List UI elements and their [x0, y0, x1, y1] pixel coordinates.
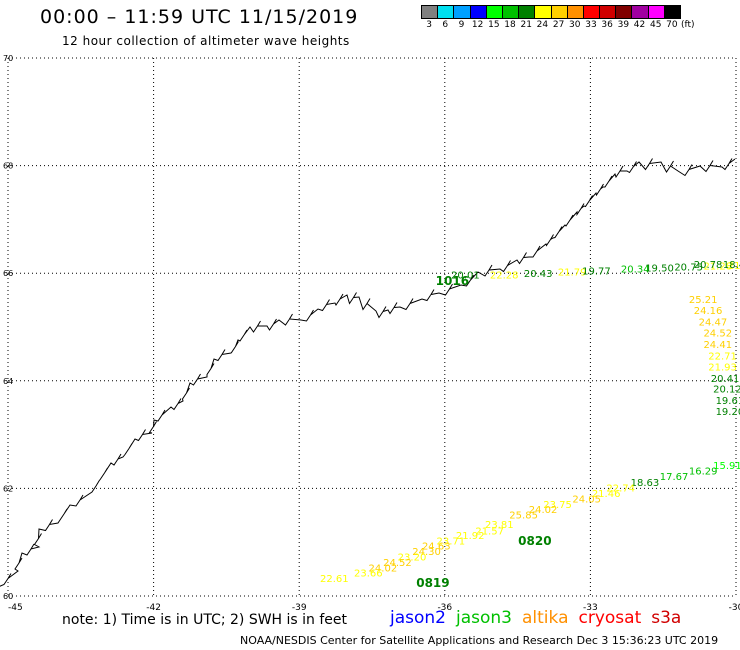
lat-tick-label: 64	[3, 377, 13, 386]
wave-height-label: 21.92	[456, 531, 485, 542]
track-time-label: 0820	[518, 534, 551, 548]
wave-height-label: 25.21	[689, 295, 718, 306]
wave-height-label: 24.47	[699, 317, 728, 328]
legend-unit: (ft)	[681, 20, 695, 30]
wave-height-label: 21.28	[703, 261, 732, 272]
satellite-altika: altika	[522, 608, 569, 628]
wave-height-label: 24.41	[703, 340, 732, 351]
satellite-s3a: s3a	[651, 608, 682, 628]
lon-tick-label: -33	[583, 603, 598, 613]
track-time-label: 1016	[436, 274, 469, 288]
legend-label: 15	[488, 20, 500, 30]
wave-height-label: 24.52	[383, 558, 412, 569]
wave-height-label: 21.93	[708, 363, 737, 374]
wave-height-label: 19.77	[582, 266, 611, 277]
wave-height-label: 22.28	[490, 271, 519, 282]
wave-height-label: 24.05	[572, 494, 601, 505]
legend-label: 3	[426, 20, 432, 30]
lon-tick-label: -36	[437, 603, 452, 613]
legend-label: 70	[666, 20, 678, 30]
wave-height-label: 23.75	[543, 500, 572, 511]
wave-height-label: 21.79	[558, 267, 587, 278]
wave-height-label: 22.61	[320, 574, 349, 585]
wave-height-label: 20.34	[621, 265, 650, 276]
lat-tick-label: 66	[3, 269, 13, 278]
wave-height-label: 18.41	[723, 260, 740, 271]
wave-height-label: 24.30	[412, 547, 441, 558]
footer-credit: NOAA/NESDIS Center for Satellite Applica…	[240, 634, 719, 647]
wave-height-label: 19.50	[645, 264, 674, 275]
lon-tick-label: -39	[292, 603, 307, 613]
wave-height-label: 20.41	[711, 374, 740, 385]
legend-label: 21	[520, 20, 532, 30]
wave-height-label: 24.63	[422, 542, 451, 553]
wave-height-label: 20.43	[524, 269, 553, 280]
wave-height-label: 21.57	[475, 527, 504, 538]
wave-height-label: 22.71	[708, 351, 737, 362]
track-time-label: 0819	[416, 576, 449, 590]
chart-subtitle: 12 hour collection of altimeter wave hei…	[62, 34, 350, 48]
wave-height-label: 24.02	[369, 563, 398, 574]
legend-swatches	[421, 5, 695, 19]
wave-height-label: 16.29	[689, 466, 718, 477]
chart-title: 00:00 – 11:59 UTC 11/15/2019	[40, 6, 359, 28]
color-legend: 3 6 9 12 15 18 21 24 27 30 33 36 39 42 45 70 (ft)	[421, 5, 695, 30]
note-text: note: 1) Time is in UTC; 2) SWH is in fe…	[62, 612, 348, 628]
legend-labels: 3 6 9 12 15 18 21 24 27 30 33 36 39 42 45 70 (ft)	[421, 20, 695, 30]
wave-height-label: 23.66	[354, 569, 383, 580]
wave-height-label: 18.63	[631, 478, 660, 489]
wave-height-label: 19.20	[716, 407, 740, 418]
legend-label: 36	[601, 20, 613, 30]
legend-label: 45	[649, 20, 662, 30]
legend-label: 9	[458, 20, 465, 30]
legend-label: 18	[504, 20, 516, 30]
legend-label: 24	[536, 20, 549, 30]
lat-tick-label: 60	[3, 592, 13, 601]
legend-label: 6	[442, 20, 449, 30]
greenland-coastline	[0, 158, 736, 587]
lat-tick-label: 68	[3, 162, 13, 171]
wave-height-label: 23.20	[398, 552, 427, 563]
lon-tick-label: -42	[146, 603, 161, 613]
satellite-legend: jason2 jason3 altika cryosat s3a	[390, 608, 681, 628]
legend-swatch	[663, 5, 681, 19]
wave-height-label: 20.78	[694, 260, 723, 271]
legend-label: 27	[552, 20, 565, 30]
legend-label: 30	[569, 20, 581, 30]
legend-label: 33	[585, 20, 597, 30]
wave-height-label: 20.75	[674, 263, 703, 274]
wave-height-label: 23.71	[437, 536, 466, 547]
wave-height-label: 20.12	[713, 385, 740, 396]
legend-label: 39	[617, 20, 630, 30]
wave-height-label: 25.85	[509, 511, 538, 522]
legend-label: 42	[633, 20, 646, 30]
wave-height-label: 24.16	[694, 306, 723, 317]
lon-tick-label: -30	[729, 603, 740, 613]
wave-height-label: 21.46	[592, 489, 621, 500]
lat-tick-label: 62	[3, 484, 13, 493]
wave-height-label: 17.67	[660, 472, 689, 483]
wave-height-label: 20.01	[451, 271, 480, 282]
lat-tick-label: 70	[3, 54, 13, 63]
satellite-cryosat: cryosat	[578, 608, 642, 628]
wave-height-label: 22.74	[606, 484, 635, 495]
wave-height-label: 19.61	[716, 396, 740, 407]
wave-height-label: 24.52	[703, 329, 732, 340]
satellite-jason3: jason3	[456, 608, 512, 628]
wave-height-label: 24.02	[529, 505, 558, 516]
lon-tick-label: -45	[8, 603, 23, 613]
satellite-jason2: jason2	[390, 608, 446, 628]
wave-height-label: 15.91	[713, 461, 740, 472]
legend-label: 12	[471, 20, 484, 30]
wave-height-label: 21.77	[728, 261, 740, 272]
wave-height-label: 23.81	[485, 520, 514, 531]
